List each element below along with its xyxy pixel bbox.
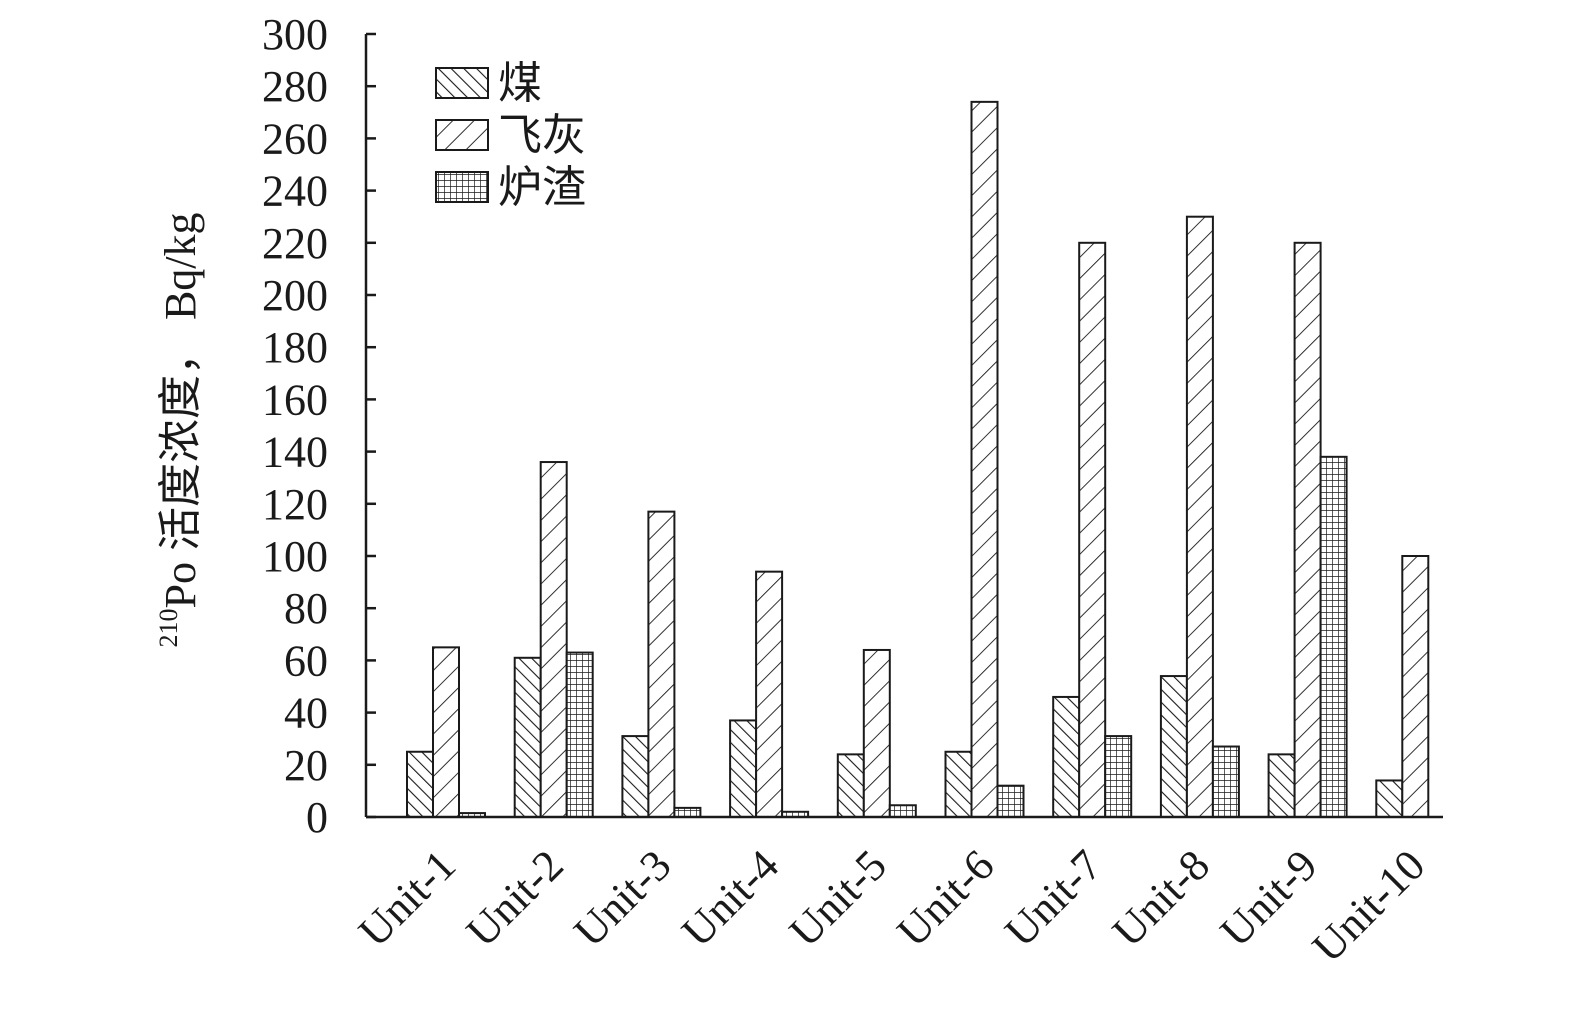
x-tick-label: Unit-8	[1103, 840, 1219, 956]
bar-2-unit-5	[862, 648, 891, 819]
legend-label-2: 飞灰	[498, 111, 586, 160]
x-tick-label: Unit-5	[780, 840, 896, 956]
legend-label-3: 炉渣	[498, 163, 586, 212]
x-tick-label: Unit-6	[888, 840, 1004, 956]
y-tick-label: 80	[284, 584, 328, 633]
y-tick-label: 200	[262, 271, 328, 320]
bar-1-unit-8	[1159, 675, 1188, 818]
y-tick-label: 0	[306, 793, 328, 842]
bar-3-unit-2	[565, 651, 594, 818]
y-tick-label: 240	[262, 167, 328, 216]
legend-swatch-1	[435, 67, 489, 99]
bar-1-unit-5	[836, 753, 865, 818]
legend-label-1: 煤	[498, 59, 542, 108]
bar-1-unit-1	[406, 750, 434, 818]
y-tick-label: 60	[284, 636, 328, 685]
bar-3-unit-8	[1211, 745, 1240, 819]
bar-2-unit-7	[1078, 241, 1107, 819]
y-tick-label: 120	[262, 480, 328, 529]
bar-1-unit-4	[729, 719, 758, 818]
y-axis-title: 210Po 活度浓度， Bq/kg	[154, 212, 205, 647]
bar-2-unit-10	[1401, 555, 1430, 818]
y-tick-label: 100	[262, 532, 328, 581]
bar-3-unit-6	[996, 784, 1025, 818]
bar-2-unit-3	[647, 510, 676, 818]
y-tick-label: 160	[262, 375, 328, 424]
bar-1-unit-3	[621, 735, 650, 819]
bars	[406, 100, 1430, 819]
x-tick-label: Unit-1	[349, 840, 465, 956]
bar-1-unit-2	[513, 656, 542, 818]
y-axis-title-superscript: 210	[154, 609, 183, 648]
y-tick-label: 280	[262, 62, 328, 111]
x-tick-label: Unit-10	[1303, 840, 1434, 971]
y-axis-title-text: Po 活度浓度， Bq/kg	[156, 212, 205, 608]
x-tick-label: Unit-3	[565, 840, 681, 956]
bar-2-unit-6	[970, 100, 999, 819]
y-tick-label: 140	[262, 428, 328, 477]
bar-3-unit-9	[1319, 455, 1348, 818]
y-tick-label: 220	[262, 219, 328, 268]
bar-1-unit-10	[1375, 779, 1404, 819]
y-tick-label: 20	[284, 741, 328, 790]
y-tick-label: 300	[262, 10, 328, 59]
y-axis-ticks: 0204060801001201401601802002202402602803…	[262, 10, 376, 842]
bar-1-unit-7	[1052, 695, 1081, 818]
legend-swatch-3	[435, 171, 489, 203]
bar-2-unit-4	[755, 570, 784, 818]
bar-2-unit-1	[432, 646, 460, 818]
bar-1-unit-6	[944, 750, 973, 818]
x-tick-label: Unit-4	[672, 840, 788, 956]
bar-2-unit-9	[1293, 241, 1322, 819]
svg-text:210Po 活度浓度， Bq/kg: 210Po 活度浓度， Bq/kg	[154, 212, 205, 647]
x-axis-labels: Unit-1Unit-2Unit-3Unit-4Unit-5Unit-6Unit…	[349, 840, 1434, 971]
bar-1-unit-9	[1267, 753, 1296, 818]
axes	[364, 34, 1443, 819]
bar-2-unit-8	[1185, 215, 1214, 818]
y-tick-label: 260	[262, 114, 328, 163]
bar-3-unit-3	[673, 806, 702, 818]
x-tick-label: Unit-7	[995, 840, 1111, 956]
bar-3-unit-7	[1104, 735, 1133, 819]
y-tick-label: 180	[262, 323, 328, 372]
bar-3-unit-5	[888, 804, 917, 819]
bar-2-unit-2	[539, 461, 568, 818]
y-tick-label: 40	[284, 689, 328, 738]
legend-swatch-2	[435, 119, 489, 151]
x-tick-label: Unit-2	[457, 840, 573, 956]
